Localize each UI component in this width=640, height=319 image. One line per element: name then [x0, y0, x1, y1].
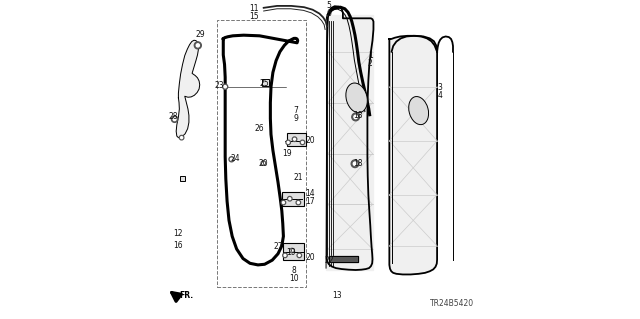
Circle shape	[284, 255, 286, 256]
Circle shape	[173, 118, 176, 121]
Text: 13: 13	[333, 291, 342, 300]
Text: 17: 17	[306, 197, 316, 206]
Bar	[284, 243, 304, 260]
Circle shape	[230, 158, 233, 160]
Circle shape	[286, 140, 291, 145]
Circle shape	[287, 197, 292, 201]
Text: 3: 3	[438, 83, 443, 92]
Text: 6: 6	[327, 9, 332, 18]
Circle shape	[297, 253, 301, 257]
Circle shape	[281, 200, 285, 205]
Text: 5: 5	[327, 1, 332, 10]
Text: 14: 14	[306, 189, 316, 198]
Circle shape	[283, 253, 287, 257]
Bar	[180, 176, 185, 181]
Text: 21: 21	[294, 173, 303, 182]
Text: 24: 24	[231, 154, 241, 163]
Text: 20: 20	[306, 136, 316, 145]
Polygon shape	[326, 15, 372, 270]
Circle shape	[291, 250, 293, 252]
Text: 22: 22	[324, 256, 334, 265]
Text: 15: 15	[250, 12, 259, 21]
Ellipse shape	[346, 83, 367, 113]
Text: 4: 4	[438, 91, 443, 100]
Bar	[262, 79, 269, 86]
Circle shape	[261, 161, 266, 165]
Circle shape	[262, 162, 264, 164]
Bar	[287, 133, 307, 145]
Circle shape	[292, 137, 297, 141]
Circle shape	[180, 137, 182, 139]
Circle shape	[298, 255, 300, 256]
Text: 9: 9	[294, 114, 299, 123]
Ellipse shape	[409, 97, 429, 125]
Text: 19: 19	[282, 149, 291, 158]
Text: 25: 25	[259, 79, 269, 88]
Text: 1: 1	[368, 51, 372, 60]
Text: 2: 2	[368, 59, 372, 68]
Circle shape	[352, 113, 360, 121]
Text: 27: 27	[274, 242, 284, 251]
Circle shape	[353, 162, 356, 166]
Circle shape	[351, 160, 359, 167]
Circle shape	[298, 202, 300, 204]
Circle shape	[224, 85, 227, 88]
Circle shape	[287, 141, 289, 143]
Text: FR.: FR.	[179, 291, 193, 300]
Circle shape	[300, 140, 305, 145]
Polygon shape	[176, 40, 200, 137]
Text: 19: 19	[286, 248, 296, 257]
Text: 20: 20	[259, 159, 268, 167]
Polygon shape	[328, 256, 358, 262]
Bar	[282, 192, 304, 206]
Text: 26: 26	[255, 123, 264, 133]
Circle shape	[354, 115, 357, 119]
Text: 12: 12	[173, 229, 183, 238]
Circle shape	[196, 44, 200, 47]
Text: 18: 18	[353, 112, 362, 121]
Circle shape	[289, 198, 291, 200]
Bar	[216, 20, 306, 287]
Text: 7: 7	[294, 106, 299, 115]
Circle shape	[229, 157, 234, 162]
Text: 20: 20	[305, 253, 315, 262]
Circle shape	[223, 84, 228, 89]
Circle shape	[296, 200, 301, 205]
Text: 8: 8	[292, 266, 296, 275]
Text: TR24B5420: TR24B5420	[430, 299, 474, 308]
Circle shape	[179, 135, 184, 140]
Circle shape	[301, 141, 303, 143]
Circle shape	[172, 116, 178, 122]
Text: 10: 10	[289, 274, 299, 283]
Text: 18: 18	[353, 159, 362, 168]
Text: 23: 23	[214, 81, 223, 90]
Text: 16: 16	[173, 241, 183, 250]
Text: 11: 11	[250, 4, 259, 13]
Circle shape	[195, 42, 202, 49]
Circle shape	[294, 138, 296, 140]
Text: 29: 29	[196, 30, 205, 39]
Circle shape	[282, 202, 284, 204]
Text: 28: 28	[168, 113, 178, 122]
Polygon shape	[389, 36, 437, 274]
Circle shape	[290, 249, 294, 253]
